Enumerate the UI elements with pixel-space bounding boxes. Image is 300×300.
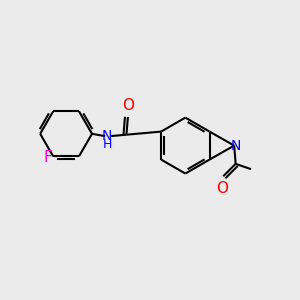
- Text: N: N: [102, 129, 112, 143]
- Text: N: N: [230, 139, 241, 153]
- Text: O: O: [122, 98, 134, 113]
- Text: O: O: [216, 181, 228, 196]
- Text: H: H: [103, 138, 112, 151]
- Text: F: F: [44, 150, 52, 165]
